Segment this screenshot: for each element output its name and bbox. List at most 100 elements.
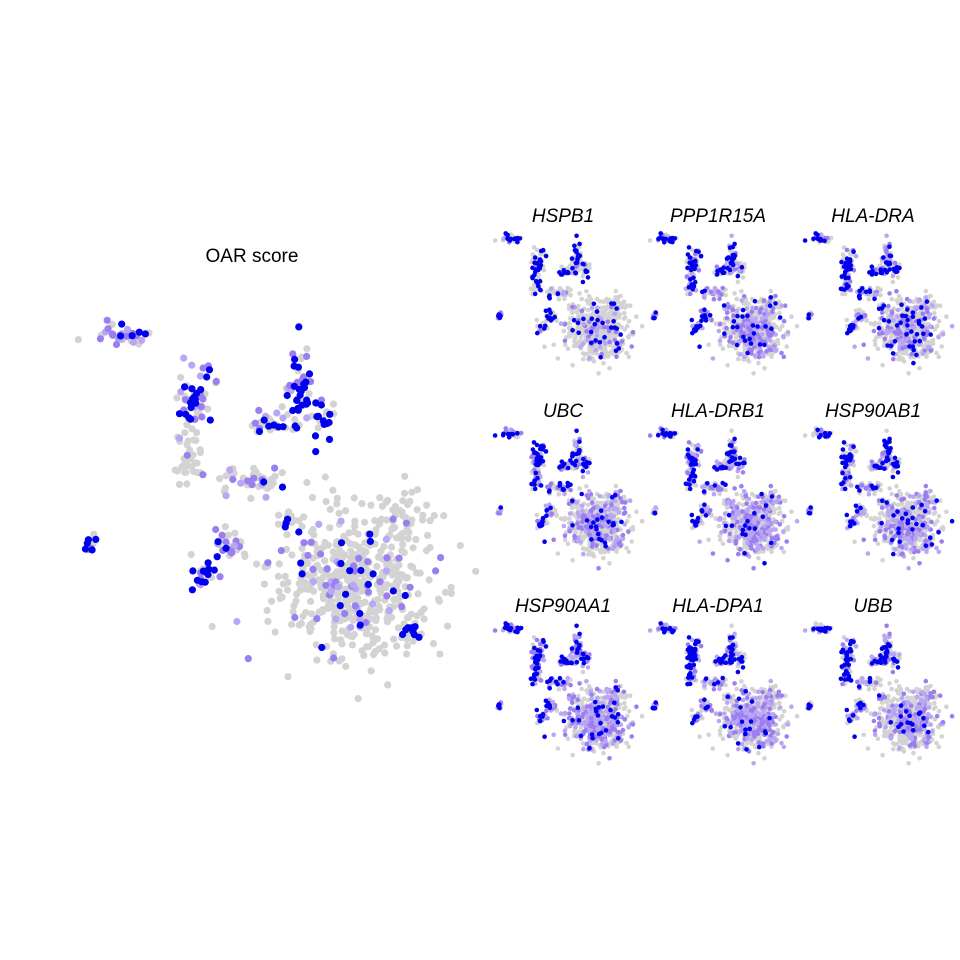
cell-point (919, 305, 924, 310)
cell-point (262, 493, 270, 501)
cell-point (291, 355, 299, 363)
cell-point (334, 595, 342, 603)
cell-point (928, 332, 933, 337)
main-panel-title: OAR score (206, 246, 299, 267)
cell-point (735, 324, 740, 330)
cell-point (308, 610, 316, 618)
cell-point (202, 568, 210, 576)
cell-point (193, 429, 201, 437)
cell-point (891, 318, 896, 323)
cell-point (905, 323, 910, 328)
cell-point (721, 265, 726, 271)
cell-point (887, 291, 892, 296)
cell-point (771, 322, 777, 328)
cell-point (318, 643, 326, 652)
cell-point (404, 535, 412, 543)
cell-point (580, 474, 586, 480)
cell-point (710, 356, 716, 361)
cell-point (724, 315, 730, 321)
cell-point (555, 291, 561, 297)
cell-point (356, 621, 364, 629)
cell-point (700, 289, 705, 295)
cell-point (371, 647, 379, 656)
cell-point (383, 554, 391, 562)
cell-point (614, 306, 619, 311)
cell-point (399, 497, 407, 505)
cell-point (297, 559, 305, 567)
cell-point (763, 324, 768, 329)
cell-point (861, 342, 866, 348)
cell-point (850, 324, 855, 329)
cell-point (392, 534, 401, 542)
cell-point (398, 603, 406, 611)
cell-point (851, 249, 856, 254)
cell-point (578, 344, 583, 350)
cell-point (581, 316, 586, 322)
cell-point (362, 618, 370, 627)
cell-point (730, 324, 736, 330)
cell-point (906, 371, 911, 376)
cell-point (614, 326, 620, 331)
cell-point (722, 321, 727, 326)
cell-point (794, 323, 800, 329)
cell-point (409, 637, 417, 645)
cell-point (284, 578, 292, 587)
cell-point (562, 537, 568, 543)
cell-point (574, 233, 579, 239)
cell-point (549, 289, 555, 295)
cell-point (84, 536, 92, 544)
cell-point (501, 431, 506, 437)
cell-point (351, 517, 359, 525)
cell-point (393, 580, 401, 588)
cell-point (940, 332, 946, 337)
cell-point (283, 586, 292, 594)
cell-point (571, 452, 577, 457)
cell-point (364, 558, 372, 566)
cell-point (409, 627, 417, 635)
cell-point (198, 413, 206, 421)
cell-point (594, 296, 600, 302)
cell-point (605, 325, 610, 330)
cell-point (626, 549, 632, 555)
cell-point (383, 618, 392, 626)
gene-panel-hla-drb1: HLA-DRB1 (647, 401, 800, 571)
cell-point (300, 380, 308, 388)
cell-point (590, 541, 595, 546)
cell-point (779, 323, 785, 329)
cell-point (538, 287, 543, 293)
gene-panel-hspb1: HSPB1 (492, 206, 645, 376)
cell-point (627, 303, 633, 309)
cell-point (248, 481, 256, 489)
cell-point (313, 656, 321, 664)
cell-point (360, 651, 368, 660)
cell-point (876, 306, 882, 312)
cell-point (839, 259, 844, 265)
cell-point (626, 335, 631, 340)
cell-point (565, 480, 570, 486)
cell-point (722, 331, 727, 336)
cell-point (608, 325, 614, 330)
cell-point (251, 419, 259, 427)
cell-point (278, 403, 286, 411)
cell-point (874, 335, 879, 340)
cell-point (570, 557, 575, 563)
cell-point (618, 488, 623, 494)
cell-point (267, 597, 276, 605)
cell-point (872, 342, 878, 348)
cell-point (532, 291, 538, 297)
cell-point (390, 635, 398, 643)
cell-point (596, 566, 601, 571)
cell-point (538, 248, 544, 254)
cell-point (547, 296, 552, 301)
cell-point (590, 551, 595, 556)
cell-point (733, 530, 739, 535)
cell-point (271, 464, 279, 472)
cell-point (737, 352, 743, 357)
cell-point (348, 641, 356, 649)
cell-point (688, 277, 693, 282)
cell-point (585, 275, 591, 280)
cell-point (881, 303, 887, 309)
cell-point (548, 318, 554, 323)
cell-point (548, 505, 553, 511)
cell-point (435, 597, 443, 605)
